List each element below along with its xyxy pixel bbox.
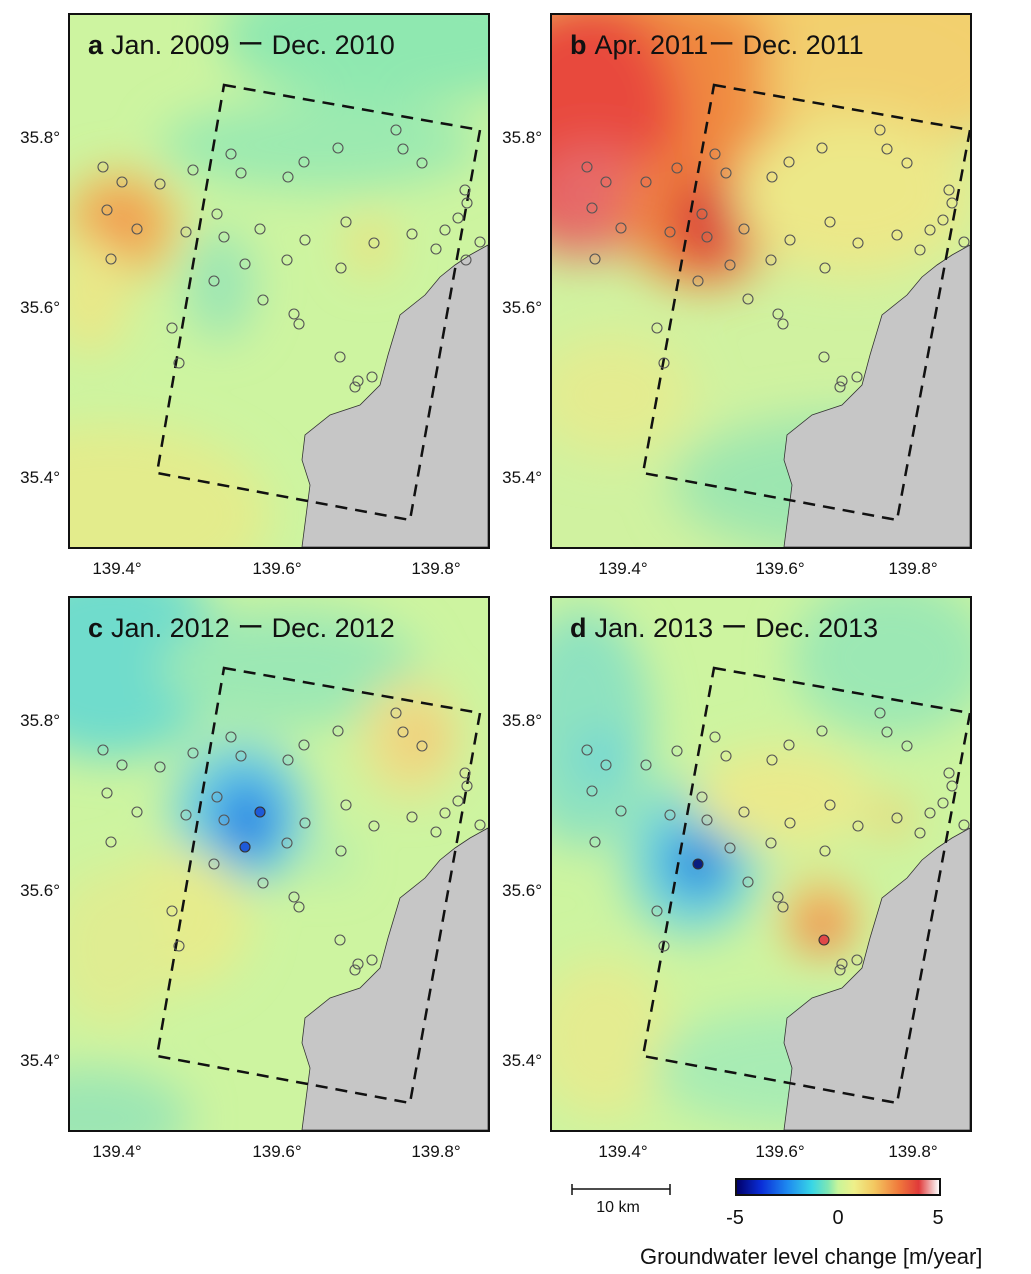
panel-b-title: b Apr. 2011ー Dec. 2011	[570, 30, 864, 60]
lat-label-d-1: 35.8°	[502, 711, 542, 730]
map-panel-a: a Jan. 2009 ー Dec. 2010	[68, 13, 490, 549]
scale-bar-label: 10 km	[596, 1199, 640, 1216]
colorbar-min-label: -5	[726, 1207, 744, 1229]
lat-label-d-3: 35.4°	[502, 1051, 542, 1070]
map-a-overlay	[97, 83, 488, 547]
lat-label-c-1: 35.8°	[20, 711, 60, 730]
lat-label-b-3: 35.4°	[502, 468, 542, 487]
lon-label-c-2: 139.6°	[252, 1142, 302, 1161]
map-panel-d: d Jan. 2013 ー Dec. 2013	[550, 596, 972, 1132]
panel-a-title: a Jan. 2009 ー Dec. 2010	[88, 30, 395, 60]
lat-label-a-1: 35.8°	[20, 128, 60, 147]
lon-label-c-1: 139.4°	[92, 1142, 142, 1161]
lon-label-b-2: 139.6°	[755, 559, 805, 578]
lon-label-c-3: 139.8°	[411, 1142, 461, 1161]
lat-label-b-2: 35.6°	[502, 298, 542, 317]
panel-d-title: d Jan. 2013 ー Dec. 2013	[570, 613, 879, 643]
lon-label-a-1: 139.4°	[92, 559, 142, 578]
lat-label-c-2: 35.6°	[20, 881, 60, 900]
lon-label-b-1: 139.4°	[598, 559, 648, 578]
colorbar-max-label: 5	[932, 1207, 944, 1229]
panel-c-title: c Jan. 2012 ー Dec. 2012	[88, 613, 395, 643]
map-panel-c: c Jan. 2012 ー Dec. 2012	[68, 596, 490, 1132]
lat-label-a-3: 35.4°	[20, 468, 60, 487]
lon-label-d-1: 139.4°	[598, 1142, 648, 1161]
colorbar-title: Groundwater level change [m/year]	[640, 1244, 983, 1269]
lat-label-b-1: 35.8°	[502, 128, 542, 147]
map-c-overlay	[97, 666, 488, 1130]
lat-label-a-2: 35.6°	[20, 298, 60, 317]
lat-label-c-3: 35.4°	[20, 1051, 60, 1070]
map-a-field	[70, 15, 488, 547]
map-d-overlay	[581, 666, 970, 1130]
map-b-overlay	[581, 83, 970, 547]
lon-label-a-2: 139.6°	[252, 559, 302, 578]
lon-label-d-2: 139.6°	[755, 1142, 805, 1161]
map-panel-b: b Apr. 2011ー Dec. 2011	[550, 13, 972, 549]
scale-bar	[571, 1184, 671, 1195]
lon-label-b-3: 139.8°	[888, 559, 938, 578]
colorbar-mid-label: 0	[832, 1207, 844, 1229]
lon-label-a-3: 139.8°	[411, 559, 461, 578]
lat-label-d-2: 35.6°	[502, 881, 542, 900]
colorbar	[735, 1178, 941, 1196]
lon-label-d-3: 139.8°	[888, 1142, 938, 1161]
